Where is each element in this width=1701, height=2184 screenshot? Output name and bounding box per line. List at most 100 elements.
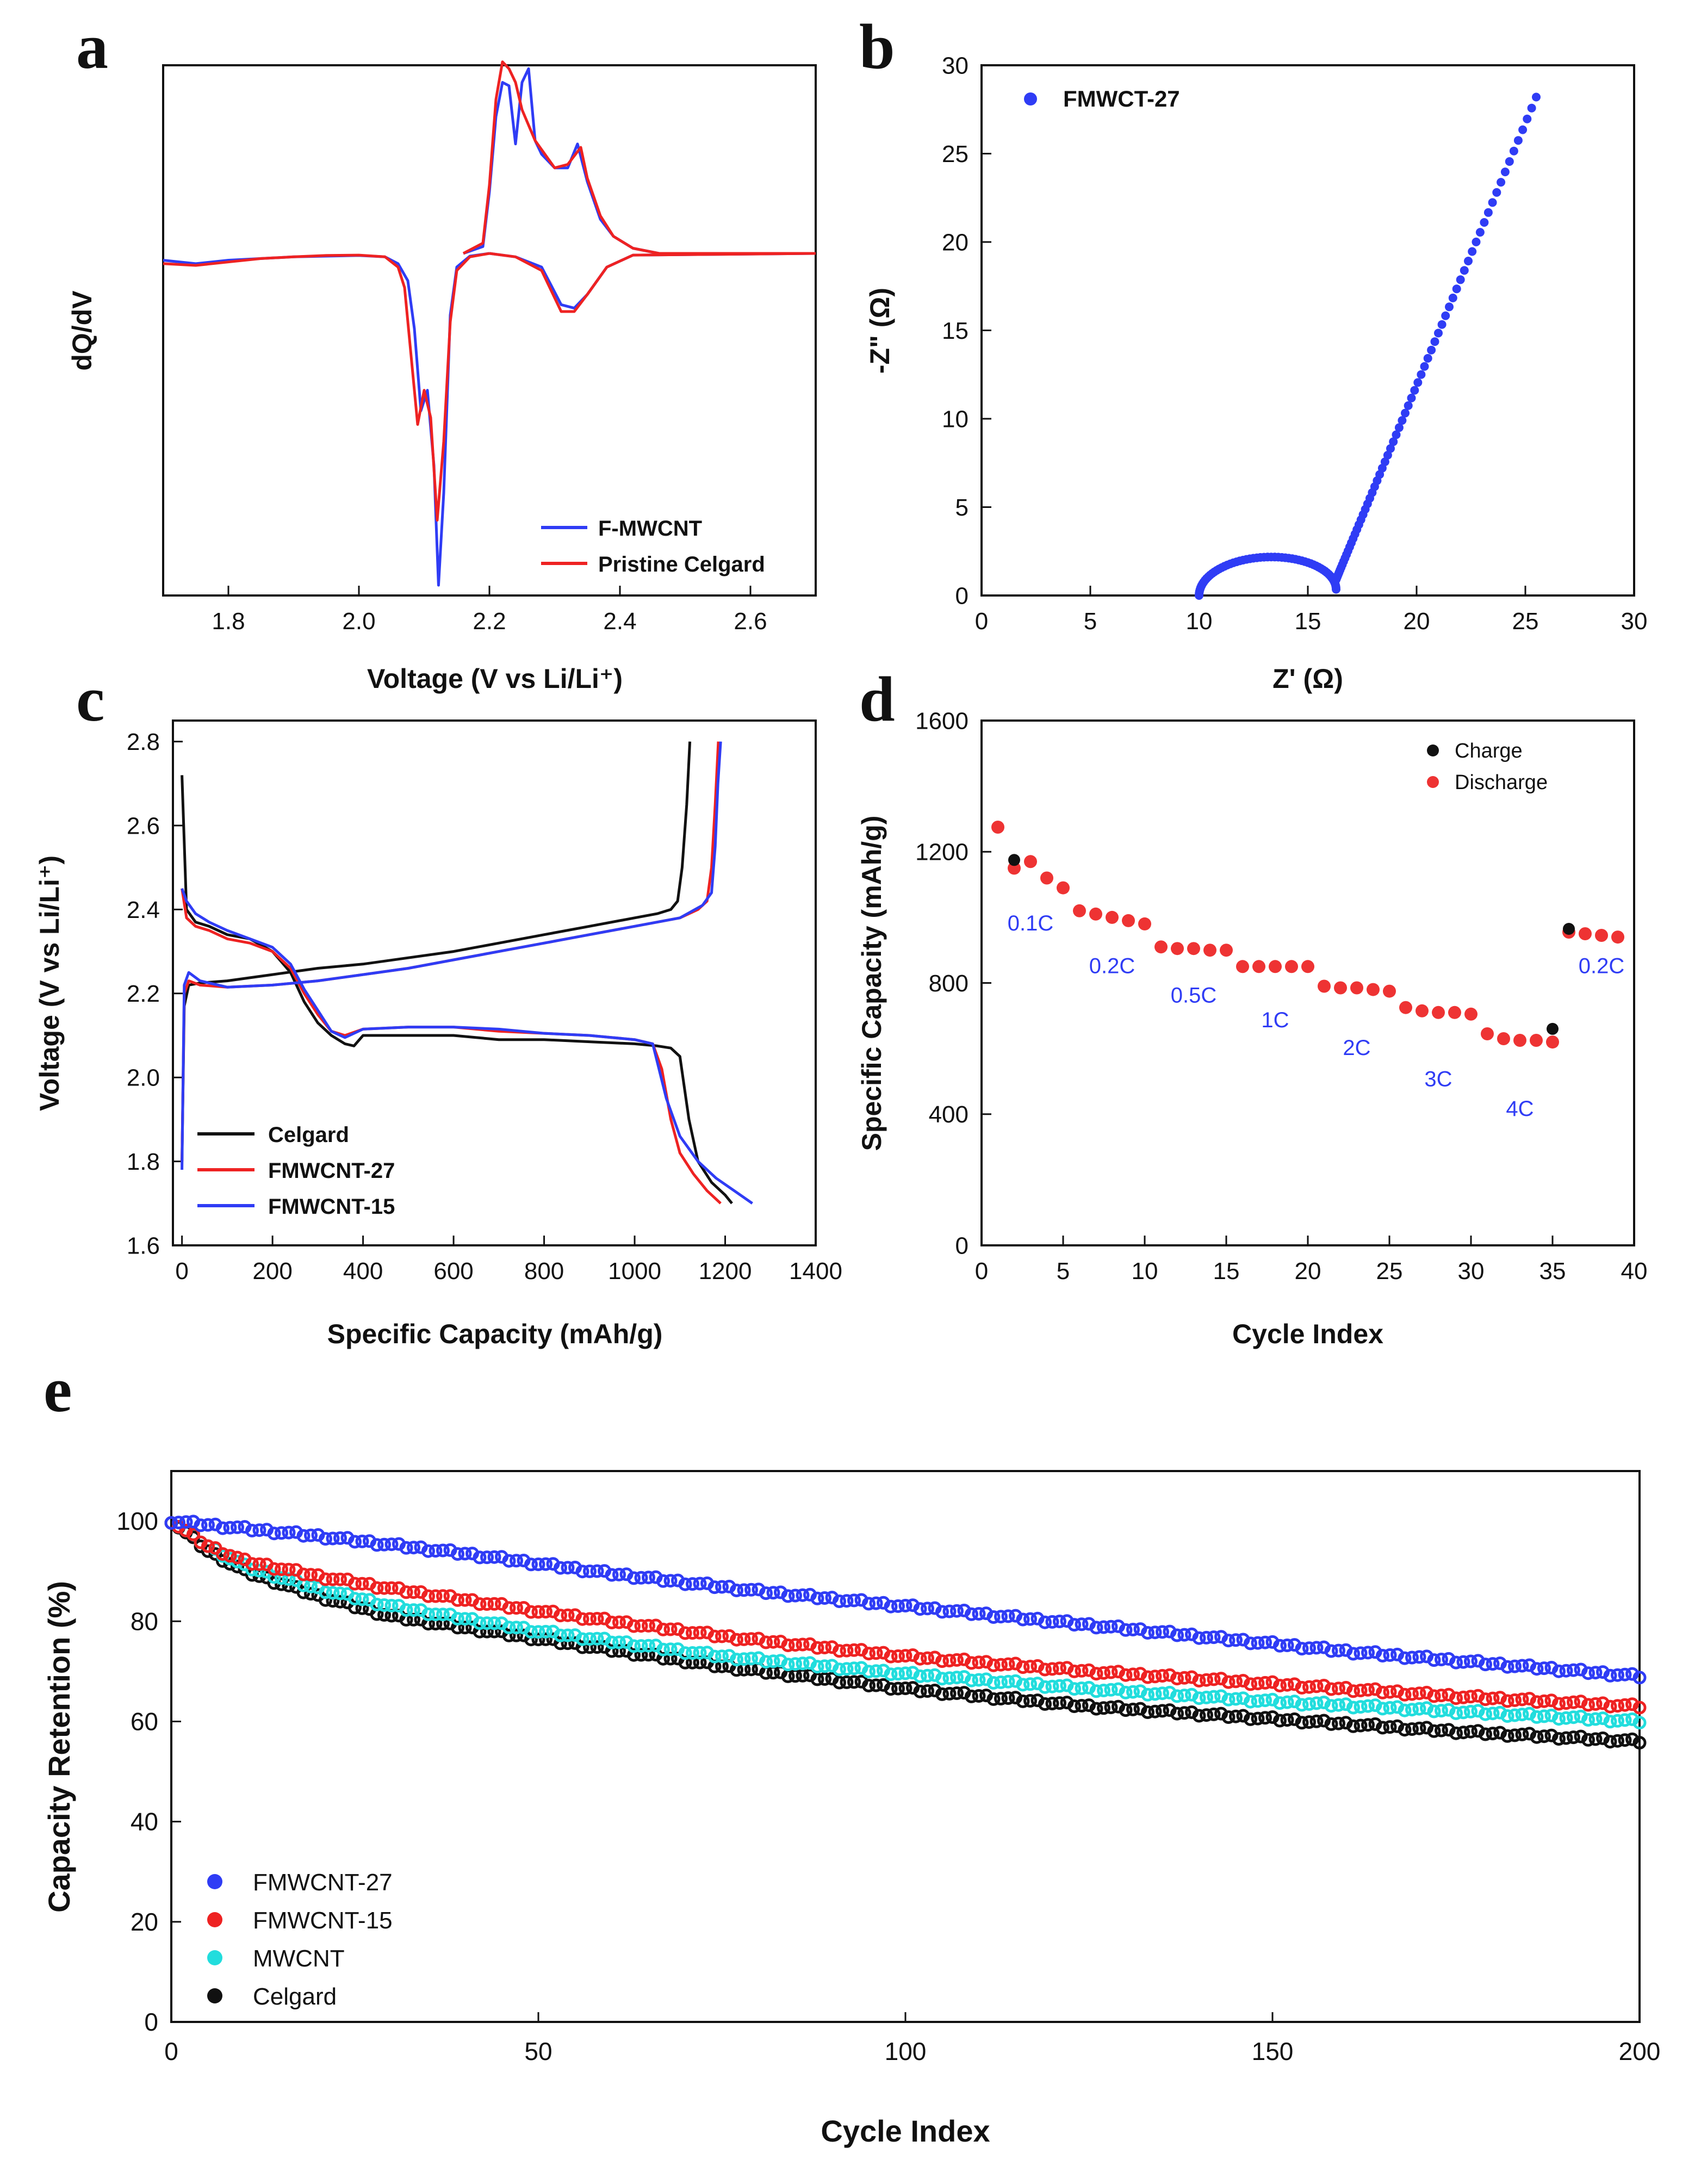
panel-b-data-point bbox=[1527, 103, 1536, 113]
panel-e-data-point bbox=[730, 1633, 743, 1647]
panel-d-discharge-point bbox=[1334, 981, 1347, 995]
panel-e-data-point bbox=[1442, 1723, 1456, 1737]
panel-e-data-point bbox=[510, 1628, 523, 1642]
panel-e-data-point bbox=[972, 1673, 986, 1687]
panel-d-charge-point bbox=[1547, 1022, 1559, 1035]
panel-e-data-point bbox=[384, 1599, 399, 1612]
panel-e-data-point bbox=[1618, 1733, 1632, 1747]
panel-d-xtick-label: 40 bbox=[1621, 1258, 1648, 1285]
panel-e-data-point bbox=[891, 1682, 905, 1696]
panel-e-data-point bbox=[473, 1624, 487, 1639]
panel-e-data-point bbox=[1346, 1684, 1360, 1698]
panel-e-data-point bbox=[796, 1588, 810, 1602]
panel-e-data-point bbox=[1023, 1694, 1037, 1708]
panel-e-data-point bbox=[407, 1541, 420, 1555]
panel-e-data-point bbox=[1332, 1698, 1345, 1712]
panel-e-data-point bbox=[1435, 1704, 1448, 1718]
panel-c-ytick-label: 2.4 bbox=[127, 897, 160, 923]
panel-e-data-point bbox=[487, 1597, 501, 1611]
panel-e-data-point bbox=[458, 1621, 472, 1635]
panel-e-data-point bbox=[480, 1616, 494, 1630]
panel-e-data-point bbox=[1244, 1712, 1257, 1726]
panel-b-data-point bbox=[1389, 437, 1398, 446]
panel-d-discharge-point bbox=[1057, 881, 1070, 895]
panel-d-ytick-label: 400 bbox=[929, 1101, 969, 1128]
panel-e-data-point bbox=[656, 1574, 670, 1588]
panel-e-data-point bbox=[1229, 1674, 1243, 1689]
panel-e-data-point bbox=[1302, 1697, 1316, 1711]
panel-e-data-point bbox=[1588, 1666, 1603, 1680]
panel-e-data-point bbox=[319, 1585, 332, 1599]
panel-e-data-point bbox=[906, 1666, 920, 1680]
panel-e-data-point bbox=[847, 1661, 861, 1676]
panel-e-data-point bbox=[1523, 1692, 1536, 1705]
panel-e-data-point bbox=[1214, 1689, 1228, 1703]
panel-e-data-point bbox=[1332, 1682, 1345, 1696]
panel-e-data-point bbox=[1067, 1664, 1081, 1678]
panel-e-data-point bbox=[1097, 1684, 1110, 1697]
panel-d-discharge-point bbox=[1497, 1032, 1510, 1045]
panel-e-data-point bbox=[1067, 1618, 1081, 1632]
panel-e-data-point bbox=[1265, 1710, 1280, 1724]
panel-e-data-point bbox=[1177, 1671, 1191, 1685]
panel-e-data-point bbox=[869, 1596, 883, 1610]
panel-e-data-point bbox=[678, 1626, 692, 1640]
panel-e-data-point bbox=[1361, 1699, 1375, 1713]
panel-d-discharge-point bbox=[1399, 1001, 1412, 1014]
panel-e-data-point bbox=[1244, 1677, 1257, 1691]
panel-e-data-point bbox=[1405, 1651, 1419, 1665]
panel-e-data-point bbox=[1236, 1691, 1250, 1705]
panel-e-data-point bbox=[473, 1597, 487, 1611]
panel-e-data-point bbox=[605, 1635, 619, 1649]
panel-e-data-point bbox=[187, 1527, 200, 1541]
panel-e-data-point bbox=[833, 1594, 846, 1608]
panel-e-data-point bbox=[847, 1593, 861, 1608]
panel-e-data-point bbox=[1192, 1709, 1206, 1723]
panel-e-data-point bbox=[957, 1652, 971, 1666]
panel-e-data-point bbox=[1552, 1732, 1566, 1746]
panel-e-data-point bbox=[1435, 1653, 1448, 1666]
panel-e-data-point bbox=[715, 1580, 729, 1594]
panel-d-ytick-label: 1600 bbox=[915, 708, 969, 734]
panel-e-data-point bbox=[1596, 1696, 1610, 1710]
panel-e-data-point bbox=[1229, 1692, 1243, 1706]
panel-d-discharge-point bbox=[1546, 1035, 1559, 1049]
panel-e-data-point bbox=[707, 1580, 722, 1594]
panel-e-data-point bbox=[1376, 1702, 1389, 1716]
panel-e-data-point bbox=[715, 1649, 729, 1664]
panel-e-data-point bbox=[1530, 1695, 1544, 1709]
panel-e-data-point bbox=[1361, 1646, 1375, 1660]
panel-b-data-point bbox=[1513, 136, 1523, 145]
panel-e-data-point bbox=[642, 1639, 655, 1653]
panel-e-data-point bbox=[1625, 1697, 1639, 1711]
panel-d-discharge-point bbox=[1350, 981, 1363, 995]
panel-e-data-point bbox=[458, 1612, 472, 1626]
panel-e-data-point bbox=[913, 1684, 927, 1698]
panel-b-ytick-label: 0 bbox=[955, 582, 969, 609]
panel-e-data-point bbox=[1611, 1714, 1624, 1728]
panel-e-data-point bbox=[693, 1577, 707, 1591]
panel-e-data-point bbox=[642, 1571, 655, 1585]
panel-e-data-point bbox=[707, 1649, 722, 1664]
panel-b-data-point bbox=[1523, 114, 1532, 123]
panel-a-xtick-label: 2.2 bbox=[473, 608, 506, 635]
panel-e-data-point bbox=[539, 1557, 552, 1571]
panel-b-data-point bbox=[1413, 378, 1423, 387]
panel-e-data-point bbox=[1089, 1702, 1103, 1716]
panel-d-discharge-point bbox=[1236, 960, 1249, 973]
panel-e-data-point bbox=[1603, 1735, 1617, 1749]
panel-e-data-point bbox=[1148, 1704, 1162, 1718]
panel-e-data-point bbox=[1156, 1625, 1169, 1639]
panel-e-data-point bbox=[1280, 1695, 1294, 1709]
panel-e-data-point bbox=[766, 1586, 780, 1600]
panel-e-data-point bbox=[847, 1643, 861, 1657]
panel-e-data-point bbox=[1273, 1639, 1287, 1653]
panel-c-xtick-label: 400 bbox=[343, 1258, 383, 1285]
panel-e-data-point bbox=[1464, 1654, 1477, 1668]
panel-e-data-point bbox=[583, 1564, 597, 1578]
panel-e-data-point bbox=[201, 1544, 215, 1558]
panel-e-data-point bbox=[1464, 1704, 1477, 1718]
panel-e-data-point bbox=[1302, 1680, 1316, 1694]
panel-d-rate-label: 2C bbox=[1343, 1036, 1370, 1060]
panel-e-data-point bbox=[1544, 1693, 1559, 1708]
